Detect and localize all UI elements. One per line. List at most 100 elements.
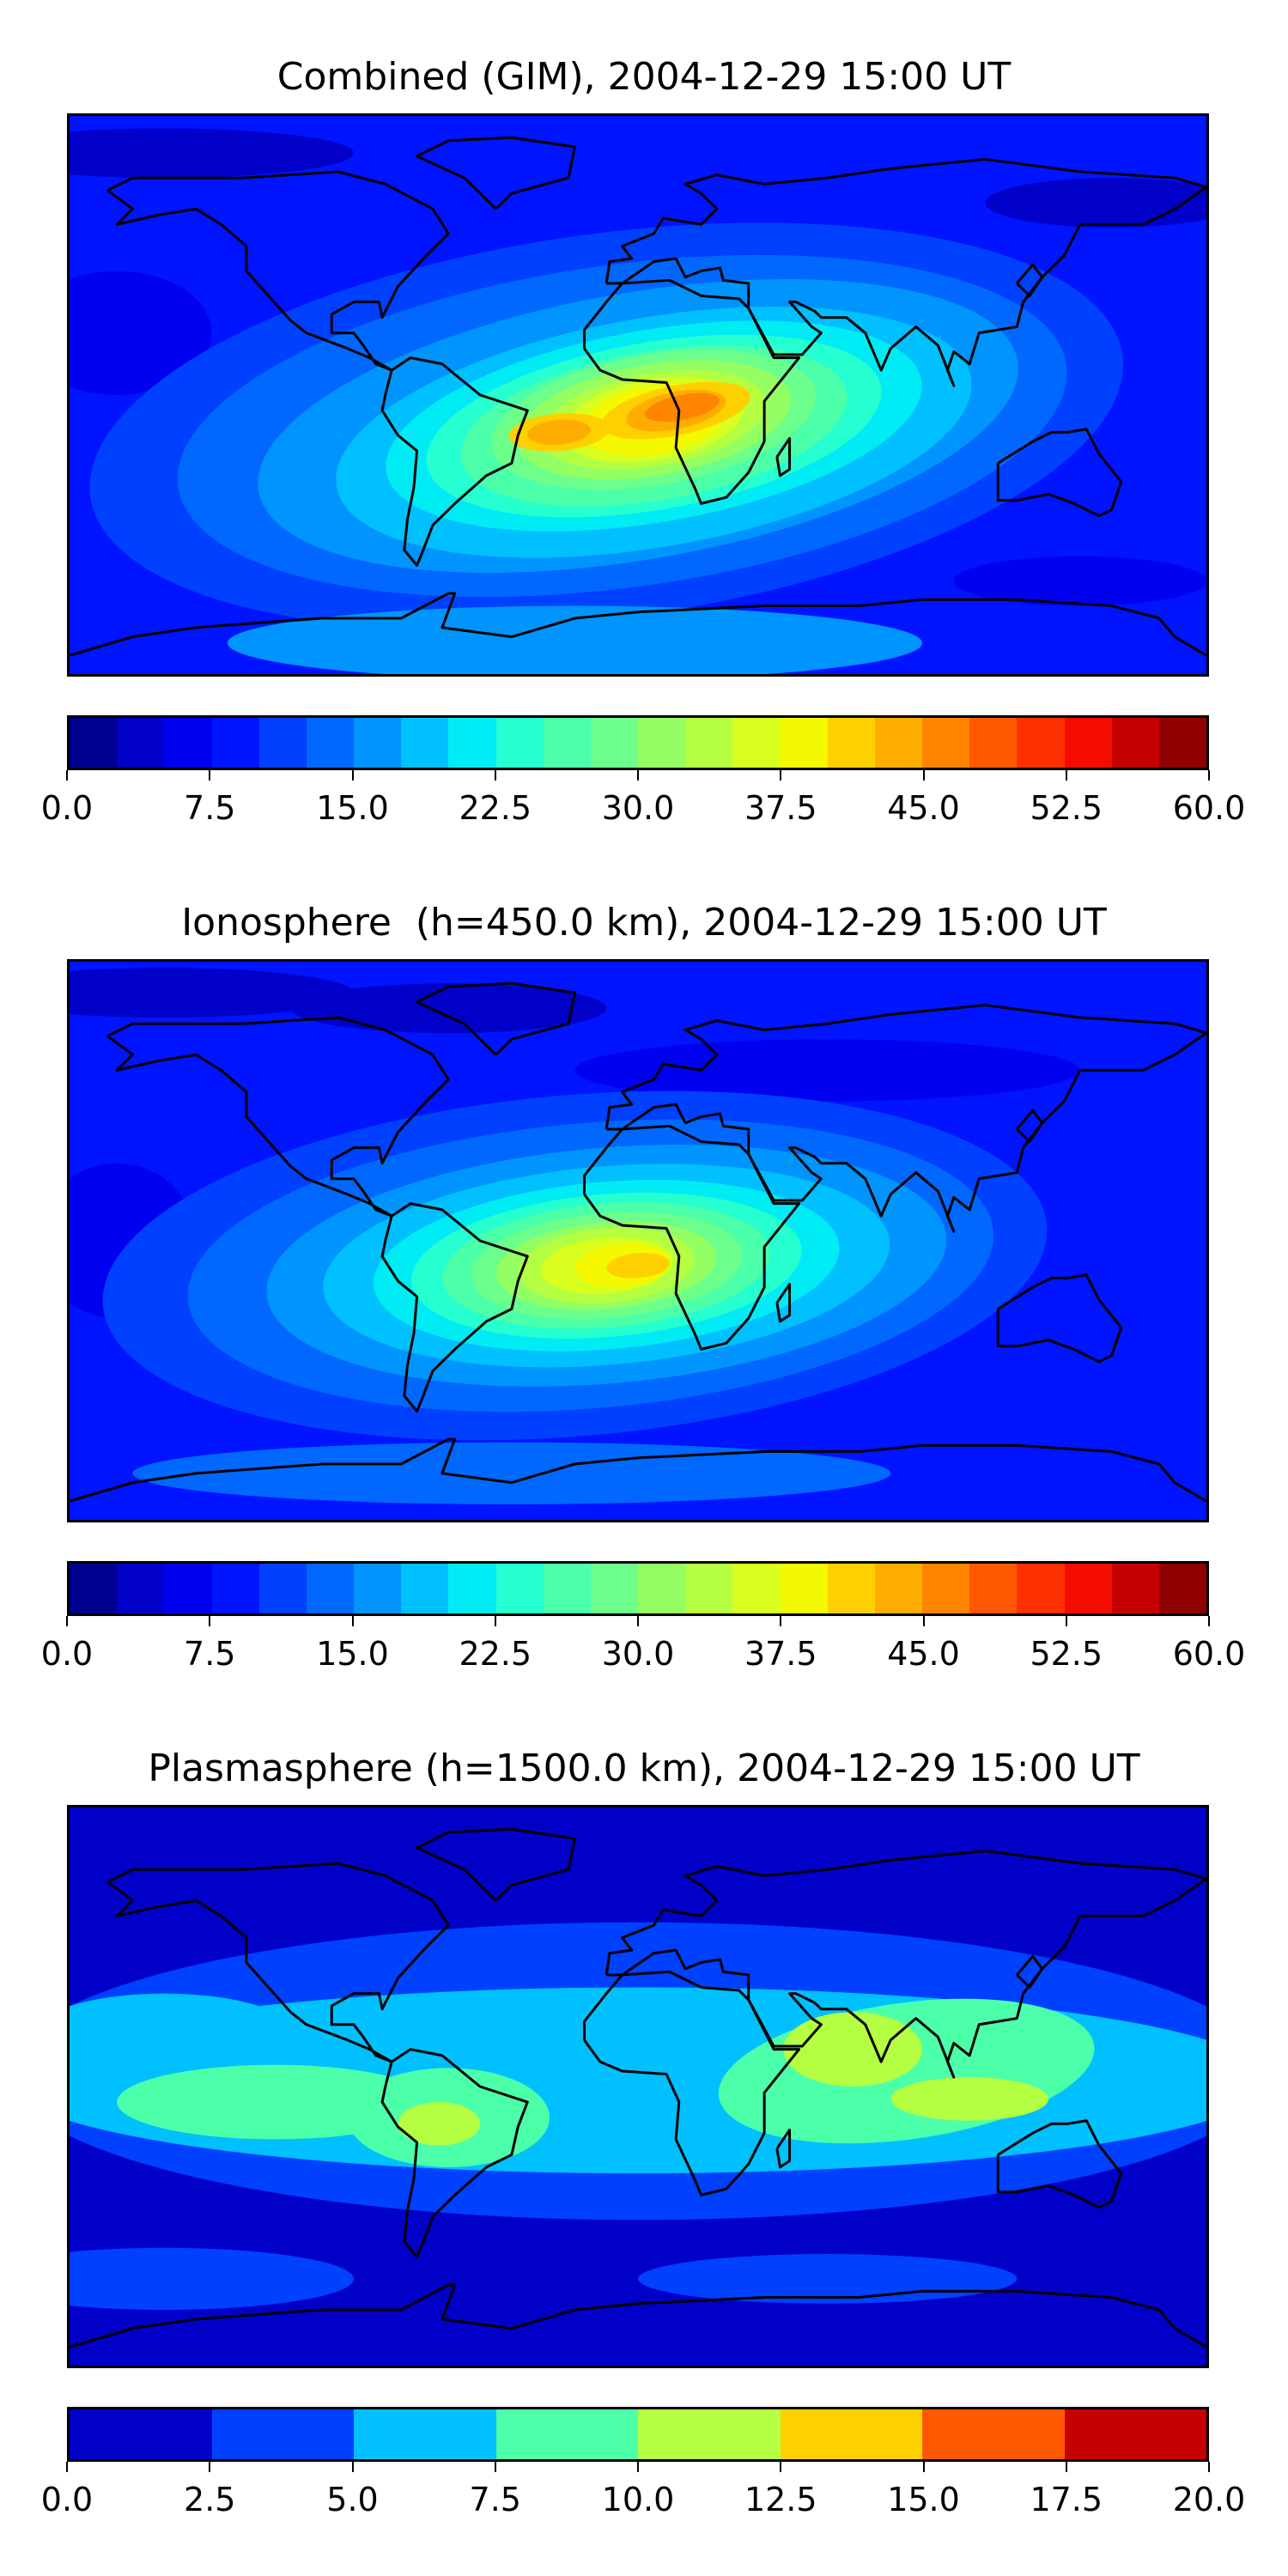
colorbar-segment bbox=[164, 1564, 212, 1613]
colorbar-segment bbox=[638, 1564, 686, 1613]
contour-region bbox=[70, 1993, 291, 2069]
colorbar-segment bbox=[70, 1564, 118, 1613]
colorbar-segment bbox=[827, 1564, 875, 1613]
colorbar-segment bbox=[495, 718, 544, 768]
contour-region bbox=[527, 419, 591, 446]
colorbar-tick-label: 20.0 bbox=[1172, 2481, 1246, 2518]
colorbar-segment bbox=[211, 718, 259, 768]
colorbar-tick-label: 5.0 bbox=[326, 2481, 379, 2518]
colorbar-tick-mark bbox=[922, 1616, 925, 1626]
colorbar-segment bbox=[70, 718, 118, 768]
colorbar-tick-label: 7.5 bbox=[184, 1635, 236, 1673]
colorbar-segment bbox=[543, 1564, 591, 1613]
contour-region bbox=[890, 2077, 1049, 2121]
colorbar-tick-label: 22.5 bbox=[459, 789, 532, 827]
colorbar-segment bbox=[874, 1564, 923, 1613]
colorbar-tick-label: 15.0 bbox=[316, 1635, 389, 1673]
colorbar-segment bbox=[448, 1564, 496, 1613]
contour-map bbox=[70, 116, 1206, 674]
contour-region bbox=[290, 983, 607, 1034]
contour-region bbox=[398, 2102, 481, 2146]
panel-ionosphere: Ionosphere (h=450.0 km), 2004-12-29 15:0… bbox=[0, 846, 1288, 1692]
colorbar-segment bbox=[1017, 1564, 1065, 1613]
colorbar-segment bbox=[211, 1564, 259, 1613]
colorbar-segment bbox=[780, 718, 828, 768]
panel-title: Ionosphere (h=450.0 km), 2004-12-29 15:0… bbox=[181, 901, 1107, 945]
colorbar-tick-label: 52.5 bbox=[1030, 789, 1103, 827]
contour-region bbox=[132, 1442, 891, 1504]
colorbar-segment bbox=[922, 718, 970, 768]
colorbar-tick-mark bbox=[780, 1616, 782, 1626]
panel-title: Combined (GIM), 2004-12-29 15:00 UT bbox=[276, 55, 1012, 99]
colorbar-tick-label: 7.5 bbox=[469, 2481, 521, 2518]
colorbar-tick-mark bbox=[637, 770, 639, 781]
colorbar-tick-mark bbox=[922, 770, 925, 781]
map-plot bbox=[67, 959, 1209, 1522]
colorbar-segment bbox=[1017, 718, 1065, 768]
colorbar-tick-mark bbox=[66, 2462, 68, 2472]
contour-region bbox=[953, 556, 1206, 606]
colorbar-tick-label: 17.5 bbox=[1030, 2481, 1103, 2518]
colorbar-tick-label: 0.0 bbox=[40, 789, 94, 827]
colorbar-segment bbox=[780, 1564, 828, 1613]
colorbar-tick-label: 45.0 bbox=[887, 1635, 960, 1673]
colorbar-segment bbox=[732, 1564, 781, 1613]
colorbar-segment bbox=[685, 718, 733, 768]
contour-region bbox=[606, 1253, 670, 1279]
colorbar-tick-mark bbox=[494, 1616, 496, 1626]
colorbar-tick-label: 60.0 bbox=[1172, 1635, 1246, 1673]
colorbar-tick-mark bbox=[780, 770, 782, 781]
colorbar-segment bbox=[685, 1564, 733, 1613]
colorbar-segment bbox=[1158, 718, 1207, 768]
colorbar-tick-label: 15.0 bbox=[316, 789, 389, 827]
colorbar-segment bbox=[922, 1564, 970, 1613]
colorbar-segment bbox=[258, 718, 307, 768]
colorbar-tick-label: 12.5 bbox=[744, 2481, 817, 2518]
contour-map bbox=[70, 962, 1206, 1520]
colorbar-ticks: 0.0 7.5 15.0 22.5 30.0 37.5 45.0 52.5 60.0 bbox=[41, 770, 1245, 830]
colorbar-tick-label: 52.5 bbox=[1030, 1635, 1103, 1673]
colorbar-segment bbox=[638, 2409, 781, 2459]
colorbar-tick-label: 2.5 bbox=[184, 2481, 236, 2518]
colorbar-tick-label: 37.5 bbox=[744, 1635, 817, 1673]
colorbar-segment bbox=[638, 718, 686, 768]
colorbar-tick-label: 37.5 bbox=[744, 789, 817, 827]
colorbar-tick-label: 60.0 bbox=[1172, 789, 1246, 827]
colorbar-tick-label: 30.0 bbox=[601, 1635, 675, 1673]
colorbar-segment bbox=[354, 2409, 496, 2459]
colorbar-tick-mark bbox=[922, 2462, 925, 2472]
colorbar-segment bbox=[543, 718, 591, 768]
colorbar-segment bbox=[969, 718, 1018, 768]
colorbar-ticks: 0.0 2.5 5.0 7.5 10.0 12.5 15.0 17.5 20.0 bbox=[41, 2462, 1245, 2522]
colorbar bbox=[67, 1561, 1209, 1616]
colorbar-segment bbox=[1111, 1564, 1159, 1613]
contour-region bbox=[228, 605, 922, 674]
map-plot bbox=[67, 1805, 1209, 2368]
colorbar-segment bbox=[495, 2409, 638, 2459]
colorbar-tick-label: 45.0 bbox=[887, 789, 960, 827]
panel-combined: Combined (GIM), 2004-12-29 15:00 UT 0.0 7… bbox=[0, 0, 1288, 846]
colorbar-segment bbox=[1111, 718, 1159, 768]
colorbar bbox=[67, 715, 1209, 770]
panel-plasmasphere: Plasmasphere (h=1500.0 km), 2004-12-29 1… bbox=[0, 1692, 1288, 2537]
colorbar-segment bbox=[117, 1564, 165, 1613]
colorbar-segment bbox=[306, 1564, 355, 1613]
colorbar-segment bbox=[780, 2409, 922, 2459]
contour-region bbox=[574, 1039, 1080, 1102]
colorbar-tick-mark bbox=[66, 1616, 68, 1626]
colorbar-segment bbox=[448, 718, 496, 768]
colorbar-tick-label: 30.0 bbox=[601, 789, 675, 827]
colorbar-segment bbox=[1064, 2409, 1206, 2459]
contour-region bbox=[70, 128, 354, 179]
colorbar-tick-mark bbox=[1065, 2462, 1067, 2472]
panel-title: Plasmasphere (h=1500.0 km), 2004-12-29 1… bbox=[148, 1747, 1140, 1790]
colorbar-tick-mark bbox=[209, 2462, 211, 2472]
colorbar-tick-label: 0.0 bbox=[40, 2481, 94, 2518]
colorbar-tick-label: 10.0 bbox=[601, 2481, 675, 2518]
colorbar-tick-mark bbox=[209, 1616, 211, 1626]
contour-region bbox=[783, 2012, 922, 2087]
colorbar-tick-mark bbox=[1065, 1616, 1067, 1626]
colorbar-segment bbox=[922, 2409, 1065, 2459]
colorbar-tick-mark bbox=[637, 1616, 639, 1626]
contour-region bbox=[645, 392, 720, 422]
